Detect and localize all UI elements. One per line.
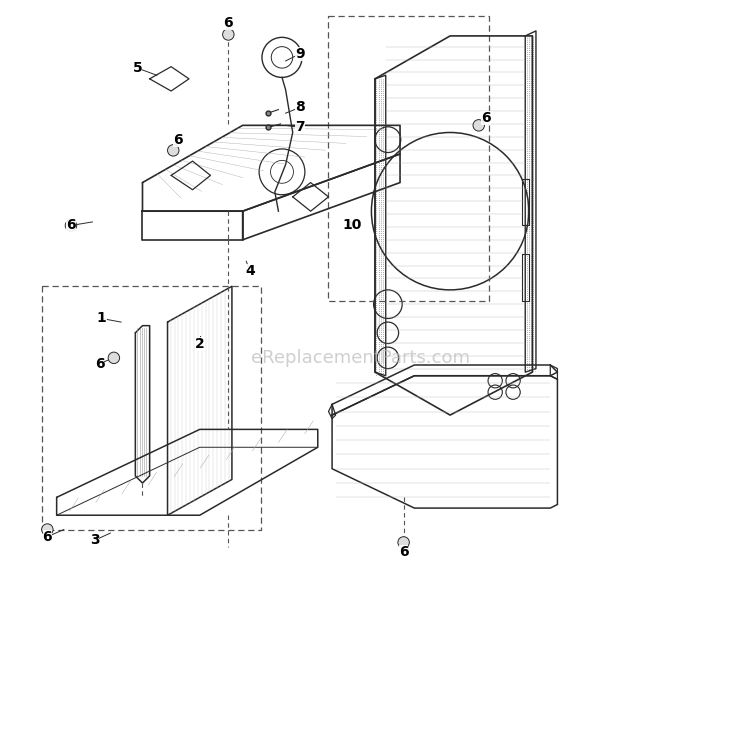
Text: 6: 6	[481, 111, 490, 125]
Text: 6: 6	[94, 356, 104, 371]
Circle shape	[41, 524, 53, 535]
Text: 1: 1	[97, 312, 106, 326]
Text: 4: 4	[245, 264, 255, 277]
Circle shape	[223, 28, 234, 40]
Text: 6: 6	[43, 530, 52, 544]
Text: 5: 5	[133, 61, 142, 75]
Circle shape	[398, 537, 410, 548]
Text: 10: 10	[343, 218, 362, 232]
Text: 6: 6	[173, 133, 183, 147]
Text: 8: 8	[295, 101, 304, 115]
Text: 6: 6	[224, 16, 233, 30]
Circle shape	[108, 352, 119, 364]
Text: 2: 2	[195, 337, 205, 350]
Text: 9: 9	[295, 47, 304, 61]
Circle shape	[167, 145, 179, 156]
Circle shape	[473, 120, 484, 131]
Text: 6: 6	[66, 218, 76, 232]
Circle shape	[65, 220, 76, 231]
Text: 7: 7	[295, 120, 304, 134]
Text: 3: 3	[90, 534, 100, 548]
Text: 6: 6	[399, 545, 409, 559]
Text: eReplacementParts.com: eReplacementParts.com	[251, 349, 470, 367]
